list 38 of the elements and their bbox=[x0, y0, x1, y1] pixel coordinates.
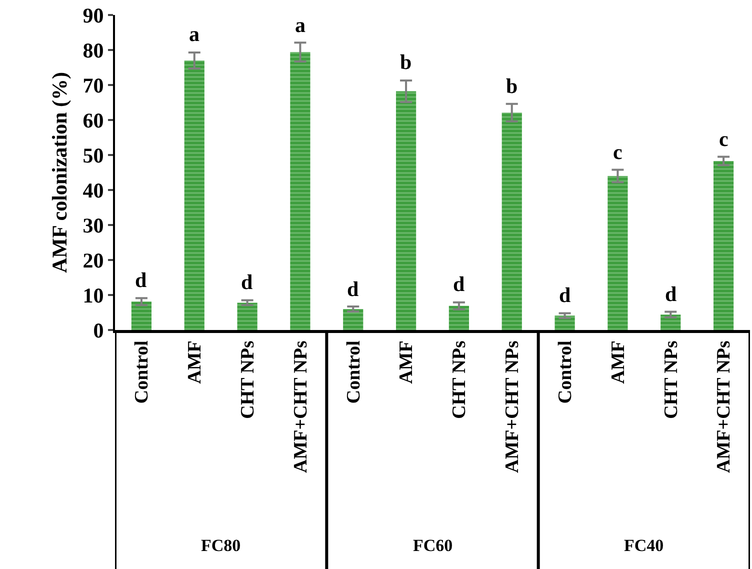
x-tick-label: Control bbox=[554, 340, 576, 404]
data-label: a bbox=[295, 13, 306, 37]
data-label: d bbox=[665, 282, 677, 306]
x-tick-label: AMF+CHT NPs bbox=[502, 340, 524, 473]
y-tick-label: 40 bbox=[82, 178, 104, 202]
data-label: a bbox=[189, 22, 200, 46]
data-label: d bbox=[347, 277, 359, 301]
x-tick-label: CHT NPs bbox=[237, 340, 258, 419]
data-label: c bbox=[719, 127, 728, 151]
x-tick-label: AMF bbox=[184, 340, 206, 384]
x-tick-label: Control bbox=[132, 340, 153, 404]
text: FC60 bbox=[413, 536, 453, 555]
x-tick-label: CHT NPs bbox=[660, 340, 682, 419]
y-tick-label: 0 bbox=[93, 318, 104, 342]
data-label: b bbox=[400, 50, 412, 74]
y-tick-label: 80 bbox=[82, 38, 104, 62]
x-tick-label: AMF bbox=[396, 340, 418, 384]
y-tick-label: 10 bbox=[82, 283, 104, 308]
text: FC80 bbox=[201, 536, 241, 555]
x-tick-label: AMF bbox=[608, 340, 629, 384]
x-tick-label: CHT NPs bbox=[449, 340, 470, 419]
y-tick-label: 30 bbox=[82, 213, 104, 238]
y-tick-label: 70 bbox=[82, 73, 104, 98]
y-axis-title: AMF colonization (%) bbox=[47, 72, 72, 274]
y-tick-label: 90 bbox=[82, 3, 104, 28]
y-tick-label: 50 bbox=[82, 143, 104, 168]
data-label: d bbox=[135, 268, 147, 292]
x-tick-label: AMF+CHT NPs bbox=[290, 340, 312, 473]
y-tick-label: 20 bbox=[82, 248, 104, 272]
data-label: d bbox=[559, 283, 571, 307]
x-tick-label: AMF+CHT NPs bbox=[714, 340, 735, 473]
data-label: d bbox=[241, 270, 253, 294]
x-tick-label: Control bbox=[343, 340, 364, 404]
data-label: d bbox=[453, 272, 465, 296]
data-label: b bbox=[506, 74, 518, 98]
text: FC40 bbox=[624, 536, 664, 555]
data-label: c bbox=[613, 140, 622, 164]
y-tick-label: 60 bbox=[82, 108, 104, 132]
